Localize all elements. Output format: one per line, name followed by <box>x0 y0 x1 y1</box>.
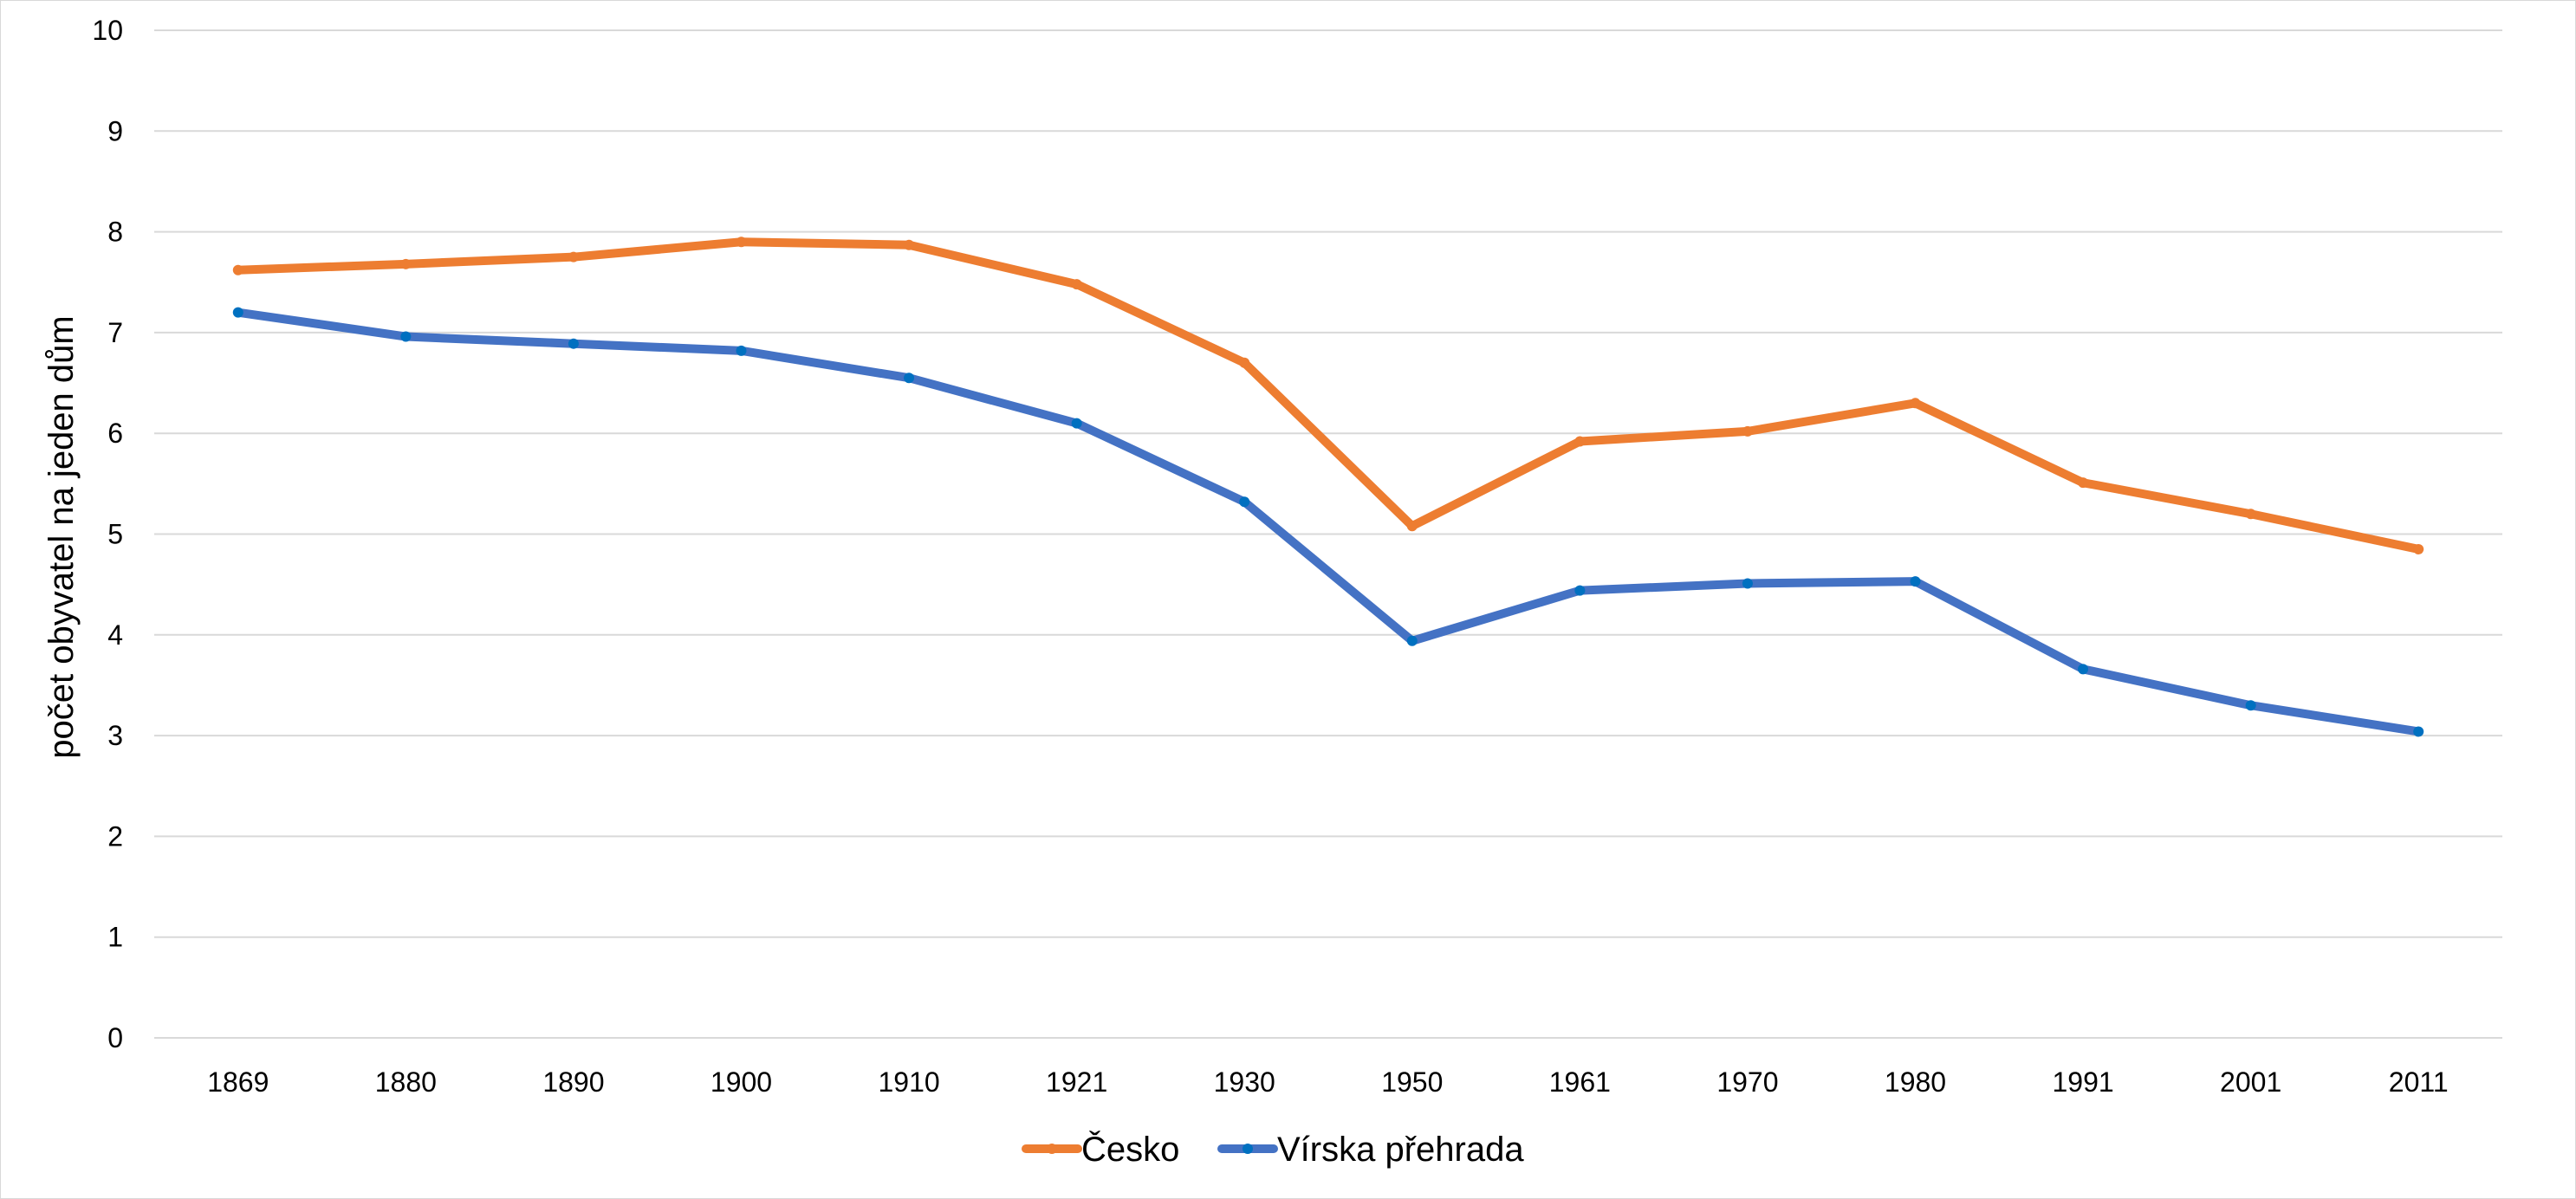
data-point <box>1910 398 1921 409</box>
legend-marker <box>1047 1144 1057 1154</box>
y-tick-label: 5 <box>107 519 123 550</box>
data-point <box>1574 436 1586 447</box>
data-point <box>2413 726 2424 737</box>
data-point <box>2413 543 2424 554</box>
y-tick-label: 3 <box>107 720 123 751</box>
data-point <box>400 331 412 342</box>
data-point <box>2245 700 2256 711</box>
x-tick-labels: 1869 1880 1890 1900 1910 1921 1930 1950 1961 1970… <box>207 1066 2448 1098</box>
data-point <box>232 307 243 318</box>
series-0 <box>232 237 2424 554</box>
x-tick-label: 1910 <box>878 1066 939 1098</box>
y-tick-label: 10 <box>92 15 123 46</box>
data-point <box>904 239 915 250</box>
data-point <box>1406 635 1418 646</box>
data-point <box>736 237 747 248</box>
x-tick-label: 1961 <box>1549 1066 1611 1098</box>
y-tick-label: 1 <box>107 922 123 953</box>
x-tick-label: 1970 <box>1716 1066 1778 1098</box>
x-tick-label: 1900 <box>711 1066 772 1098</box>
x-tick-label: 1991 <box>2052 1066 2113 1098</box>
data-point <box>2245 509 2256 520</box>
legend-marker <box>1243 1144 1253 1154</box>
y-tick-label: 8 <box>107 217 123 248</box>
data-point <box>1910 576 1921 587</box>
y-tick-labels: 0 1 2 3 4 5 6 7 8 9 10 <box>92 15 123 1053</box>
data-point <box>1574 585 1586 596</box>
x-tick-label: 1880 <box>375 1066 437 1098</box>
data-point <box>2078 477 2089 489</box>
data-point <box>1239 357 1250 368</box>
gridlines <box>154 29 2502 1039</box>
y-tick-label: 2 <box>107 820 123 852</box>
y-tick-label: 0 <box>107 1022 123 1053</box>
data-point <box>1742 578 1753 589</box>
data-point <box>1406 521 1418 532</box>
data-point <box>1071 418 1082 429</box>
series-line <box>233 237 2424 554</box>
data-point <box>2078 664 2089 675</box>
y-tick-label: 7 <box>107 317 123 348</box>
data-point <box>568 251 579 262</box>
data-point <box>736 345 747 356</box>
series-group <box>232 237 2424 737</box>
data-point <box>1239 496 1250 508</box>
data-point <box>232 264 243 275</box>
x-tick-label: 1869 <box>207 1066 269 1098</box>
x-tick-label: 1980 <box>1885 1066 1946 1098</box>
data-point <box>400 258 412 269</box>
legend: Česko Vírska přehrada <box>1022 1130 1524 1169</box>
legend-item: Vírska přehrada <box>1217 1131 1524 1169</box>
legend-label: Česko <box>1081 1130 1179 1169</box>
y-tick-label: 6 <box>107 418 123 449</box>
series-1 <box>232 307 2424 737</box>
legend-label: Vírska přehrada <box>1277 1131 1524 1169</box>
y-tick-label: 9 <box>107 115 123 146</box>
legend-item: Česko <box>1022 1130 1179 1169</box>
data-point <box>568 338 579 349</box>
y-axis-label: počet obyvatel na jeden dům <box>42 315 81 758</box>
data-point <box>1742 425 1753 437</box>
y-tick-label: 4 <box>107 619 123 651</box>
x-tick-label: 1930 <box>1214 1066 1275 1098</box>
x-tick-label: 1890 <box>542 1066 604 1098</box>
x-tick-label: 2011 <box>2389 1066 2449 1098</box>
data-point <box>1071 279 1082 290</box>
x-tick-label: 1950 <box>1381 1066 1443 1098</box>
data-point <box>904 373 915 384</box>
series-line <box>233 308 2424 736</box>
x-tick-label: 2001 <box>2220 1066 2281 1098</box>
x-tick-label: 1921 <box>1046 1066 1107 1098</box>
